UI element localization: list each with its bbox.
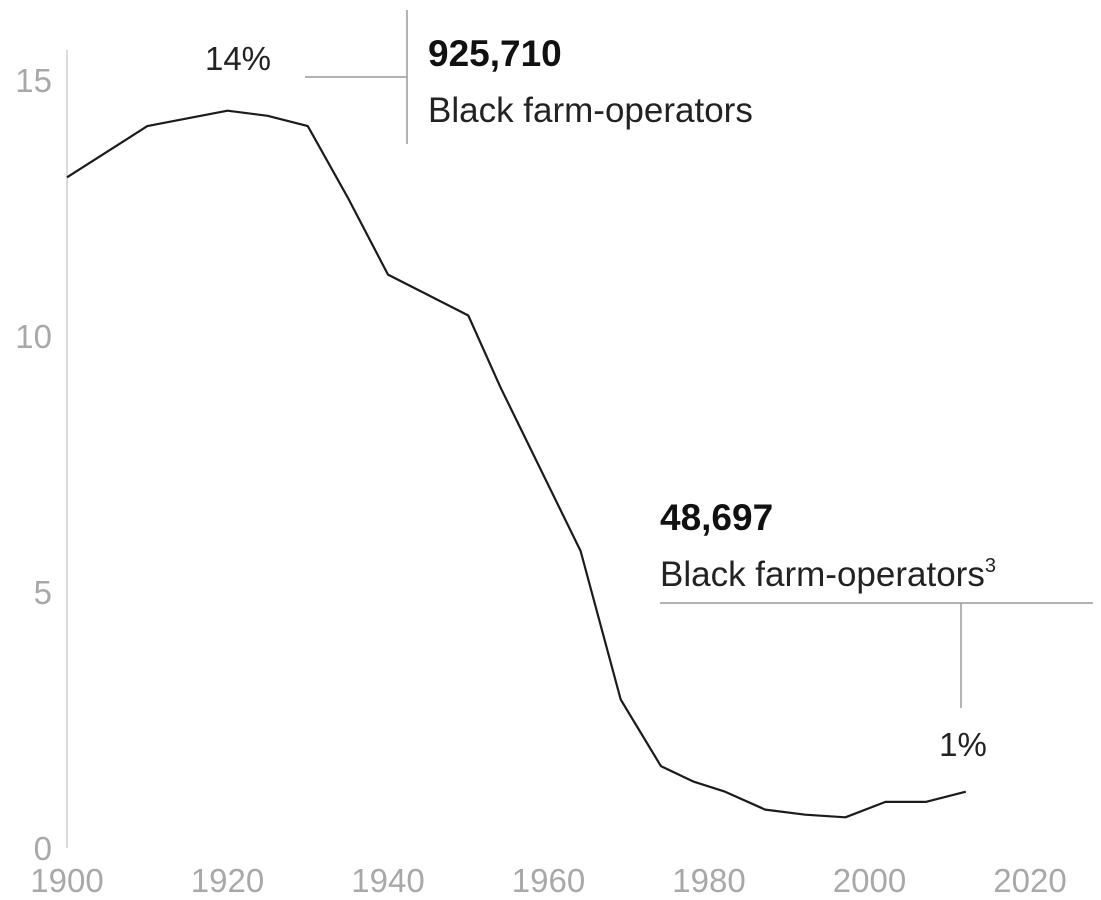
y-tick-label: 5 — [34, 574, 52, 611]
annotation-peak: 14% 925,710 Black farm-operators — [205, 10, 753, 144]
y-tick-label: 10 — [15, 318, 52, 355]
y-tick-label: 15 — [15, 62, 52, 99]
series-group — [66, 109, 967, 819]
annotation-text-peak: Black farm-operators — [428, 91, 753, 130]
x-tick-label: 1980 — [672, 862, 745, 899]
x-tick-label: 2020 — [993, 862, 1066, 899]
annotation-text-latest-main: Black farm-operators — [660, 555, 985, 594]
annotation-latest: 48,697 Black farm-operators3 1% — [660, 497, 1093, 763]
series-line — [66, 109, 967, 819]
data-label-peak: 14% — [205, 40, 271, 77]
x-tick-label: 1960 — [512, 862, 585, 899]
y-tick-label: 0 — [34, 830, 52, 867]
x-tick-label: 1940 — [351, 862, 424, 899]
annotation-number-latest: 48,697 — [660, 497, 773, 538]
x-tick-labels: 1900 1920 1940 1960 1980 2000 2020 — [30, 862, 1066, 899]
annotation-text-latest: Black farm-operators3 — [660, 555, 996, 594]
annotation-number-peak: 925,710 — [428, 33, 562, 74]
annotation-superscript: 3 — [985, 555, 996, 577]
y-tick-labels: 0 5 10 15 — [15, 62, 52, 867]
data-label-latest: 1% — [939, 726, 987, 763]
x-tick-label: 1920 — [191, 862, 264, 899]
x-tick-label: 2000 — [833, 862, 906, 899]
x-tick-label: 1900 — [30, 862, 103, 899]
